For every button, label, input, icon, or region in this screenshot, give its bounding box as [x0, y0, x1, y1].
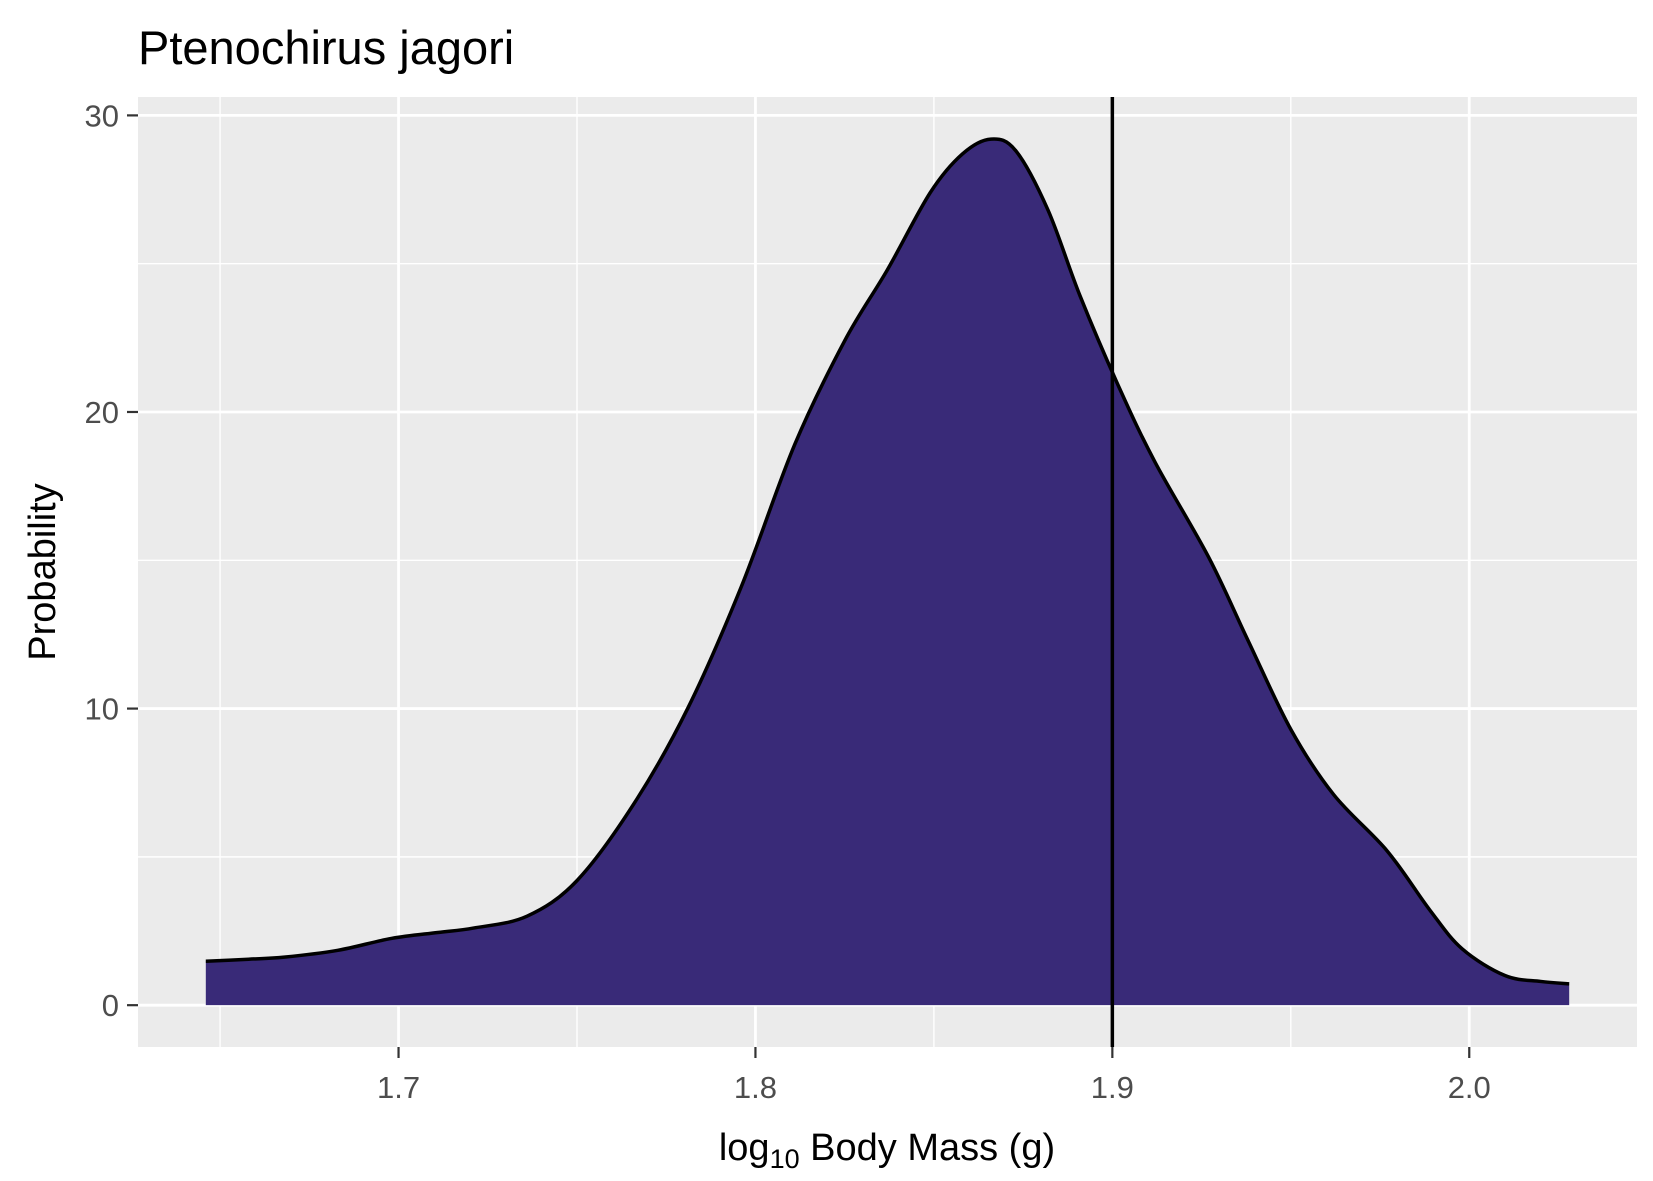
axes: 0 10 20 30 1.7 1.8 1.9 2.0 [85, 98, 1491, 1105]
y-tick-label: 0 [102, 988, 119, 1023]
y-tick-label: 30 [85, 98, 119, 133]
x-axis-title: log10 Body Mass (g) [719, 1127, 1055, 1174]
y-tick-label: 20 [85, 395, 119, 430]
chart-title: Ptenochirus jagori [138, 21, 514, 74]
data-layer [205, 97, 1570, 1047]
y-tick-label: 10 [85, 692, 119, 727]
x-axis-title-rest: Body Mass (g) [800, 1127, 1056, 1169]
x-tick-label: 2.0 [1448, 1070, 1491, 1105]
x-tick-label: 1.9 [1091, 1070, 1134, 1105]
x-axis-title-base: log [719, 1127, 770, 1169]
x-tick-label: 1.8 [734, 1070, 777, 1105]
x-tick-label: 1.7 [377, 1070, 420, 1105]
y-axis-title: Probability [22, 483, 64, 660]
x-axis-title-subscript: 10 [770, 1144, 800, 1174]
density-area-fill [205, 138, 1570, 1006]
density-curve-line [205, 137, 1570, 986]
